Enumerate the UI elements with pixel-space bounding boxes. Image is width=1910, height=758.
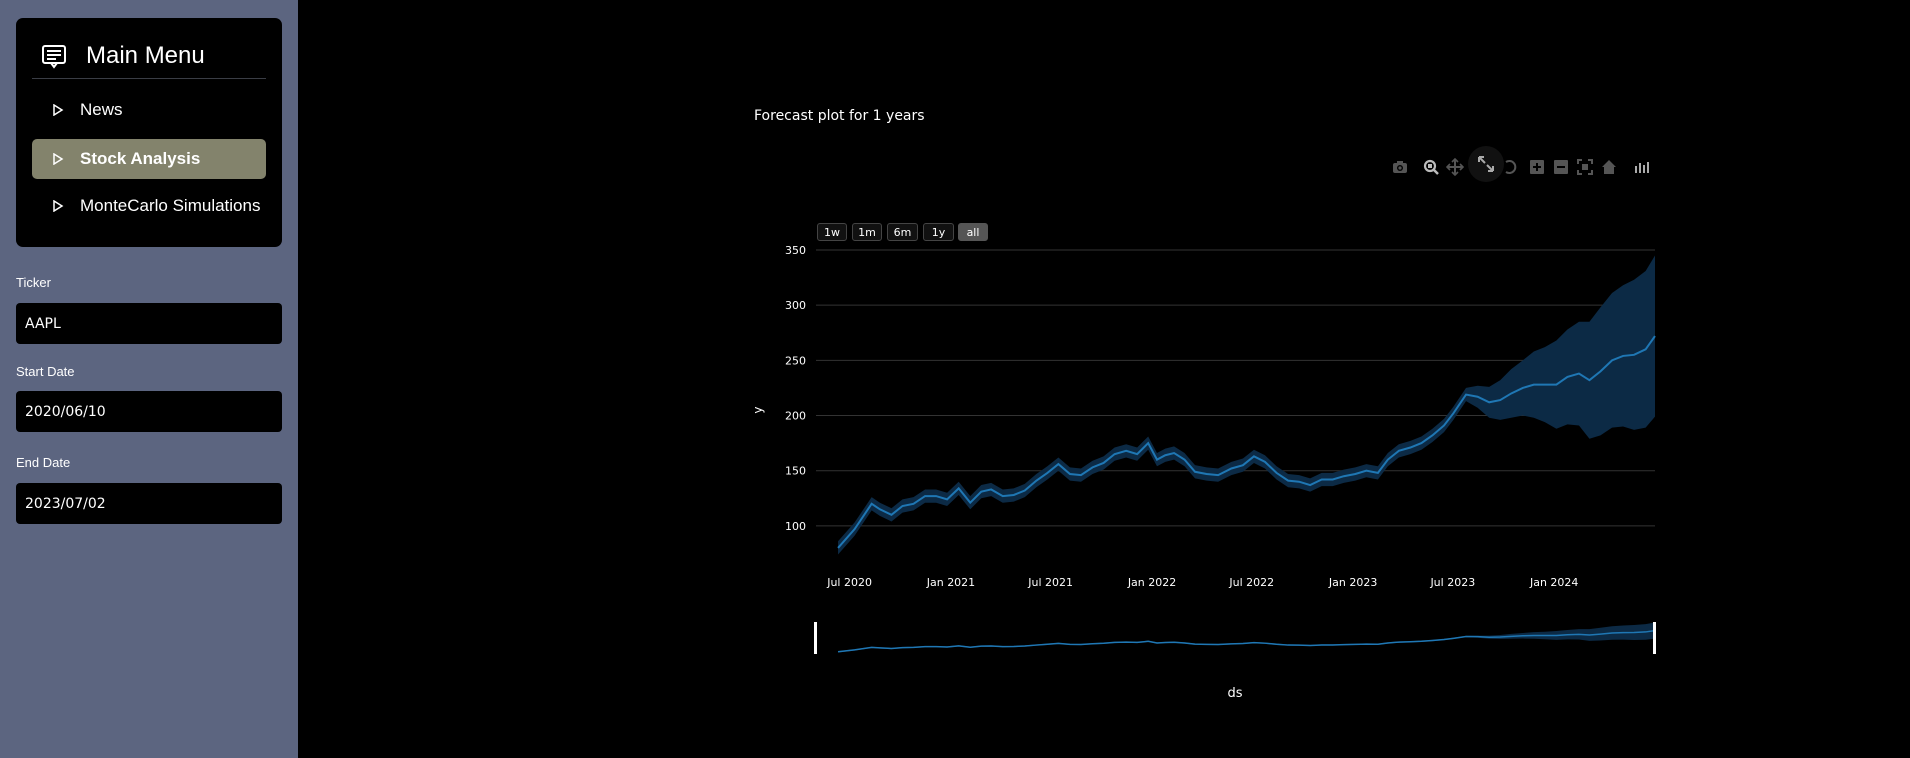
x-tick-label: Jan 2021 <box>926 576 975 589</box>
y-tick-label: 250 <box>785 354 806 367</box>
x-tick-label: Jan 2023 <box>1328 576 1377 589</box>
end-date-label: End Date <box>16 455 71 470</box>
range-button-1y[interactable]: 1y <box>923 223 954 241</box>
x-tick-label: Jul 2021 <box>1027 576 1073 589</box>
menu-item-news[interactable]: News <box>32 90 266 130</box>
x-tick-label: Jan 2022 <box>1127 576 1176 589</box>
ticker-input[interactable] <box>16 303 282 344</box>
range-slider-handle-left[interactable] <box>814 622 817 654</box>
play-outline-icon <box>53 153 64 165</box>
camera-icon[interactable] <box>1391 158 1409 176</box>
x-tick-label: Jul 2023 <box>1429 576 1475 589</box>
chart-heading: Forecast plot for 1 years <box>754 108 925 124</box>
menu-title: Main Menu <box>86 42 205 69</box>
y-tick-label: 300 <box>785 299 806 312</box>
y-tick-label: 100 <box>785 520 806 533</box>
start-date-input[interactable] <box>16 391 282 432</box>
home-icon[interactable] <box>1600 158 1618 176</box>
menu-divider <box>32 78 266 79</box>
forecast-plot[interactable]: 100 150 200 250 300 350 Jul 2020 Jan 2021 Jul 20… <box>740 230 1670 710</box>
y-tick-label: 350 <box>785 244 806 257</box>
menu-item-label: News <box>80 100 123 119</box>
range-button-1m[interactable]: 1m <box>852 223 882 241</box>
range-slider-line <box>837 629 1656 653</box>
menu-list-icon <box>42 45 66 69</box>
end-date-input[interactable] <box>16 483 282 524</box>
start-date-label: Start Date <box>16 364 75 379</box>
play-outline-icon <box>53 104 64 116</box>
x-axis-label: ds <box>1227 686 1242 701</box>
y-axis-label: y <box>751 406 765 413</box>
range-button-6m[interactable]: 6m <box>887 223 918 241</box>
y-tick-label: 200 <box>785 410 806 423</box>
zoom-in-icon[interactable] <box>1528 158 1546 176</box>
menu-header: Main Menu <box>40 36 205 76</box>
pan-icon[interactable] <box>1446 158 1464 176</box>
menu-item-stock-analysis[interactable]: Stock Analysis <box>32 139 266 179</box>
autoscale-button[interactable] <box>1468 146 1504 182</box>
range-button-all[interactable]: all <box>958 223 988 241</box>
range-slider-handle-right[interactable] <box>1653 622 1656 654</box>
sidebar: Main Menu News Stock Analysis MonteCarlo… <box>0 0 298 758</box>
forecast-uncertainty-band <box>838 255 1655 555</box>
menu-item-label: MonteCarlo Simulations <box>80 196 261 215</box>
range-button-1w[interactable]: 1w <box>817 223 847 241</box>
lasso-icon[interactable] <box>1502 158 1520 176</box>
y-tick-label: 150 <box>785 465 806 478</box>
x-tick-label: Jul 2022 <box>1228 576 1274 589</box>
reset-axes-icon[interactable] <box>1576 158 1594 176</box>
zoom-icon[interactable] <box>1422 158 1440 176</box>
menu-item-montecarlo[interactable]: MonteCarlo Simulations <box>32 186 266 226</box>
x-tick-label: Jan 2024 <box>1529 576 1578 589</box>
ticker-label: Ticker <box>16 275 51 290</box>
plot-modebar <box>1386 146 1656 182</box>
forecast-line <box>837 335 1656 549</box>
autoscale-icon <box>1478 156 1494 172</box>
x-tick-label: Jul 2020 <box>826 576 872 589</box>
zoom-out-icon[interactable] <box>1552 158 1570 176</box>
plotly-logo-icon[interactable] <box>1632 158 1650 176</box>
play-outline-icon <box>53 200 64 212</box>
range-slider-band <box>838 622 1655 653</box>
main-menu: Main Menu News Stock Analysis MonteCarlo… <box>16 18 282 247</box>
menu-item-label: Stock Analysis <box>80 149 201 168</box>
